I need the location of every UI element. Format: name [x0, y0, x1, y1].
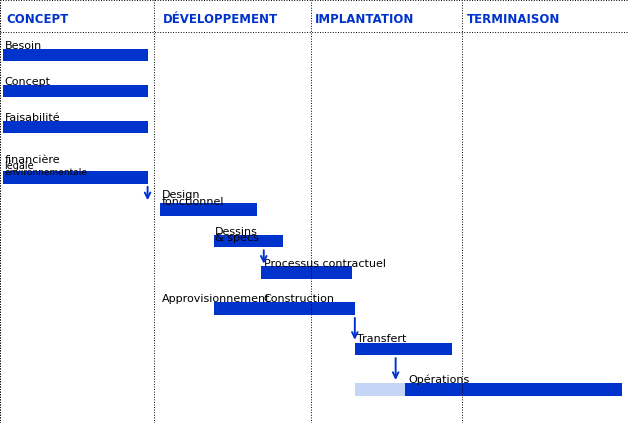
Text: fonctionnel: fonctionnel	[162, 197, 225, 207]
Bar	[3, 49, 148, 61]
Text: CONCEPT: CONCEPT	[6, 13, 68, 25]
Text: Besoin: Besoin	[4, 41, 41, 51]
Text: TERMINAISON: TERMINAISON	[467, 13, 560, 25]
Bar	[3, 121, 148, 133]
Text: Design: Design	[162, 190, 200, 201]
Bar	[160, 203, 257, 216]
Bar	[261, 266, 352, 279]
Bar	[405, 383, 622, 396]
Text: environnementale: environnementale	[4, 168, 87, 177]
Text: Construction: Construction	[264, 294, 335, 305]
Text: Concept: Concept	[4, 77, 50, 87]
Text: Faisabilité: Faisabilité	[4, 113, 60, 123]
Text: & specs: & specs	[215, 233, 259, 243]
Text: Dessins: Dessins	[215, 227, 257, 237]
Text: IMPLANTATION: IMPLANTATION	[315, 13, 414, 25]
Bar	[3, 85, 148, 97]
Bar	[257, 302, 355, 315]
Bar	[214, 302, 257, 315]
Text: Approvisionnement: Approvisionnement	[162, 294, 271, 305]
Text: Transfert: Transfert	[357, 334, 406, 344]
Text: Opérations: Opérations	[408, 375, 470, 385]
Text: financière: financière	[4, 155, 60, 165]
Text: légale: légale	[4, 161, 34, 171]
Text: DÉVELOPPEMENT: DÉVELOPPEMENT	[163, 13, 278, 25]
Bar	[214, 235, 283, 247]
Text: Processus contractuel: Processus contractuel	[264, 258, 386, 269]
Bar	[355, 383, 408, 396]
Bar	[355, 343, 452, 355]
Bar	[3, 171, 148, 184]
